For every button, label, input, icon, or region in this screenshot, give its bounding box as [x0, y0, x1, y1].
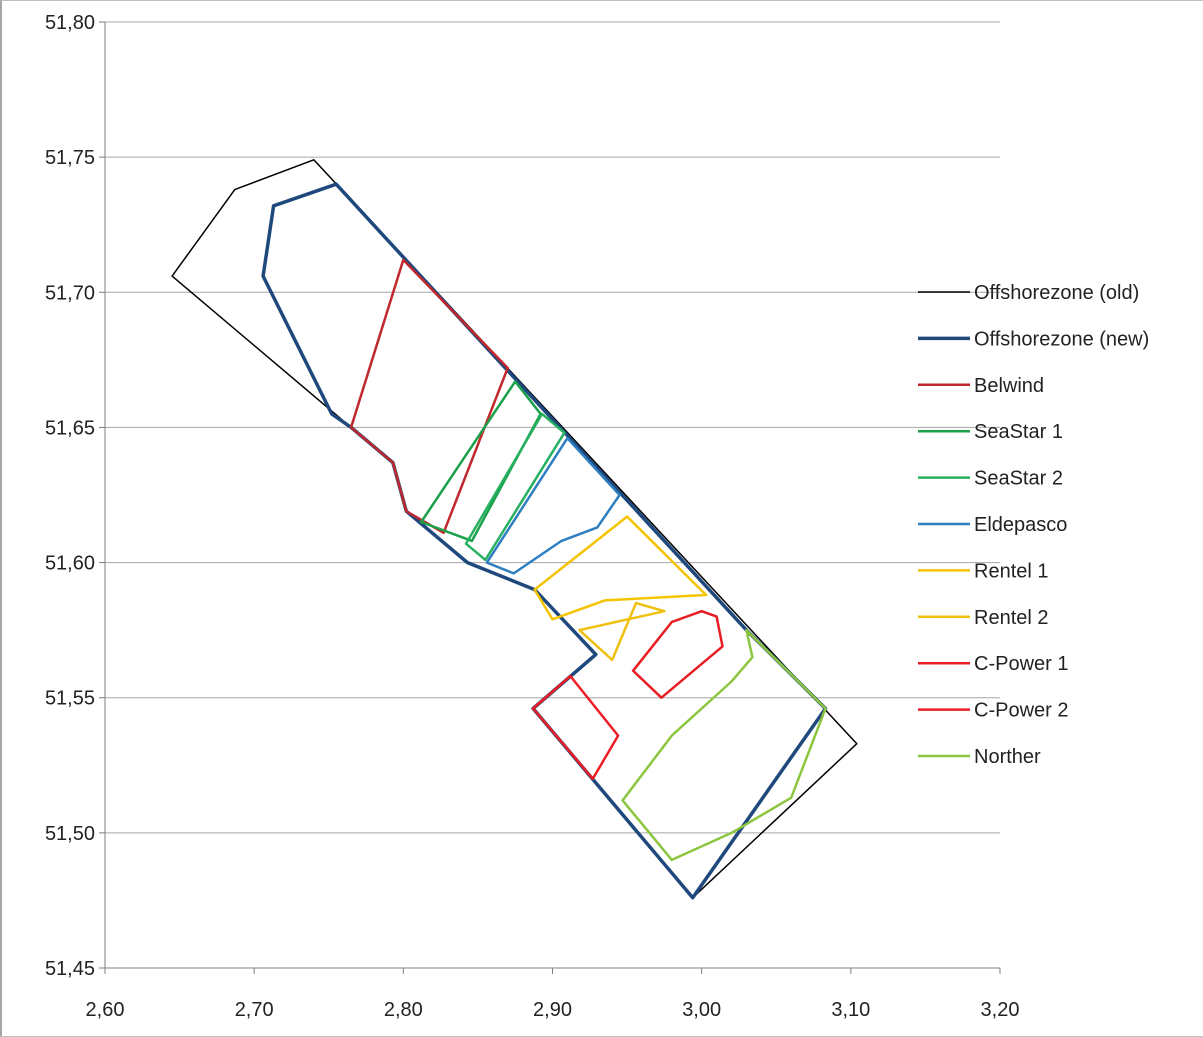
- legend-label-offshorezone-old: Offshorezone (old): [974, 282, 1139, 304]
- series-line-seastar-1: [419, 380, 542, 543]
- legend-label-belwind: Belwind: [974, 375, 1044, 397]
- axes: 51,45 51,50 51,55 51,60 51,65 51,70 51,75 51,80…: [45, 12, 1020, 1021]
- series-line-belwind: [349, 258, 509, 535]
- x-tick-label: 3,10: [831, 999, 870, 1021]
- series-line-rentel-1: [533, 515, 708, 621]
- x-tick-label: 2,90: [533, 999, 572, 1021]
- series-line-c-power-1: [631, 609, 724, 699]
- y-tick-label: 51,65: [45, 417, 95, 439]
- series-line-eldepasco: [485, 436, 621, 575]
- series-line-c-power-2: [531, 674, 620, 781]
- legend-label-seastar-1: SeaStar 1: [974, 421, 1063, 443]
- plot-area: [171, 159, 858, 900]
- legend-label-norther: Norther: [974, 746, 1041, 768]
- series-line-rentel-2: [578, 601, 666, 662]
- y-tick-label: 51,80: [45, 12, 95, 34]
- x-tick-label: 2,60: [86, 999, 125, 1021]
- legend-label-c-power-2: C-Power 2: [974, 700, 1068, 722]
- y-tick-label: 51,45: [45, 958, 95, 980]
- x-tick-label: 3,00: [682, 999, 721, 1021]
- series-line-seastar-2: [464, 412, 566, 562]
- y-tick-label: 51,75: [45, 147, 95, 169]
- legend-label-offshorezone-new: Offshorezone (new): [974, 328, 1149, 350]
- y-tick-label: 51,70: [45, 282, 95, 304]
- legend-label-seastar-2: SeaStar 2: [974, 468, 1063, 490]
- x-tick-label: 2,80: [384, 999, 423, 1021]
- y-tick-label: 51,55: [45, 688, 95, 710]
- series-line-offshorezone-old: [171, 159, 858, 899]
- series-line-norther: [621, 628, 827, 862]
- x-tick-label: 2,70: [235, 999, 274, 1021]
- legend-label-eldepasco: Eldepasco: [974, 514, 1067, 536]
- series-line-offshorezone-new: [261, 182, 828, 900]
- y-tick-label: 51,50: [45, 823, 95, 845]
- legend-label-rentel-1: Rentel 1: [974, 560, 1049, 582]
- gridlines: [105, 21, 1000, 969]
- legend: Offshorezone (old) Offshorezone (new) Belw…: [918, 282, 1149, 768]
- legend-label-c-power-1: C-Power 1: [974, 653, 1068, 675]
- legend-label-rentel-2: Rentel 2: [974, 607, 1049, 629]
- y-tick-label: 51,60: [45, 553, 95, 575]
- x-tick-label: 3,20: [981, 999, 1020, 1021]
